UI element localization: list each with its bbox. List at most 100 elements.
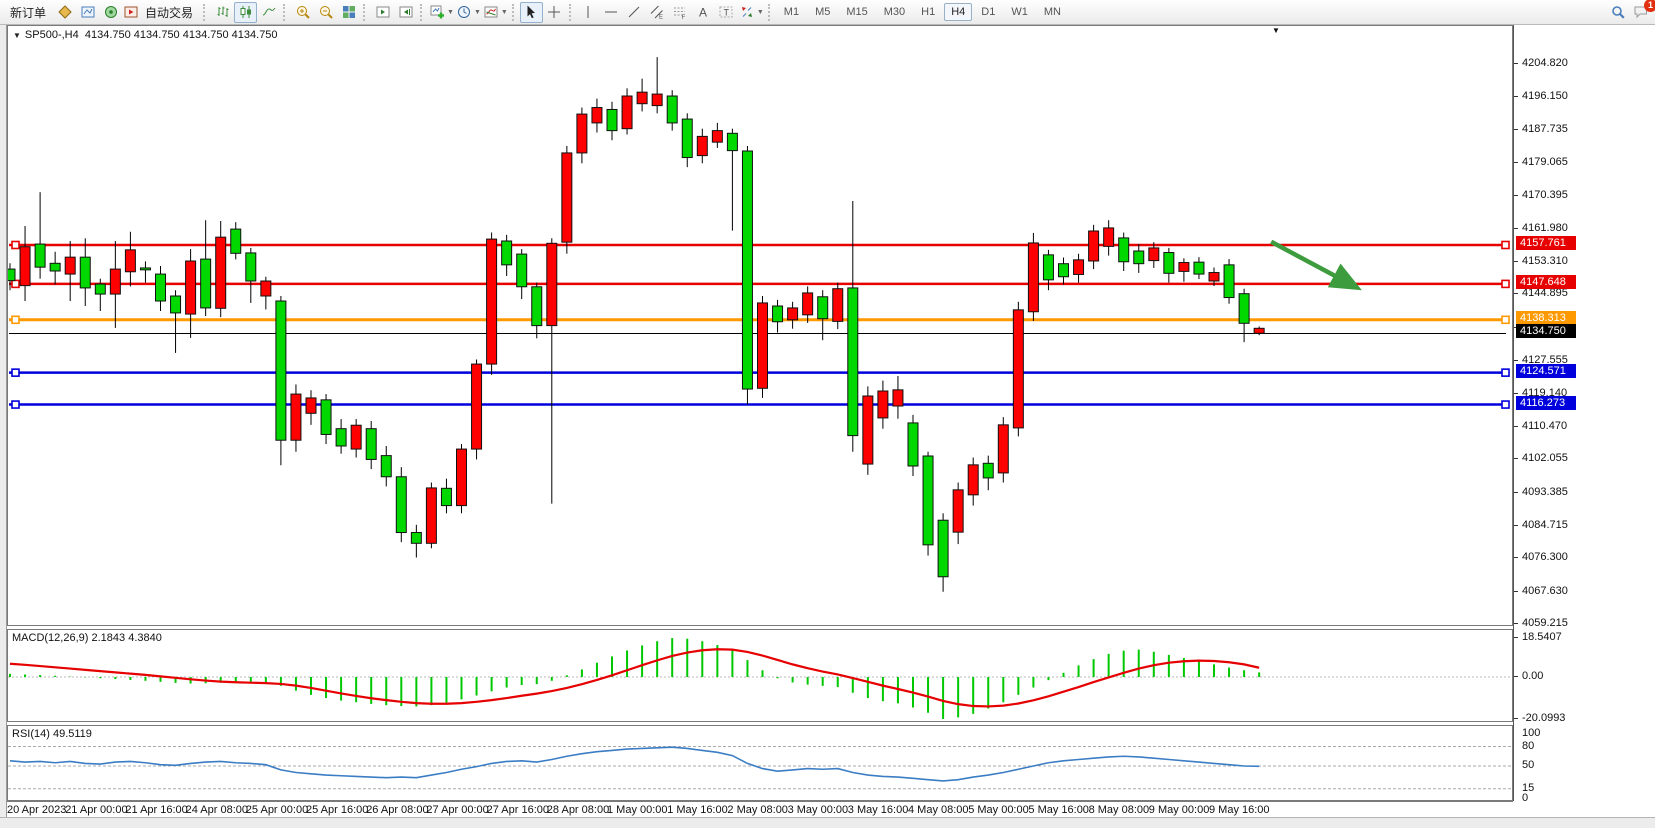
down-trend-arrow[interactable]: [1270, 239, 1362, 291]
timeframe-button-h4[interactable]: H4: [944, 3, 973, 21]
price-tick-mark: [1514, 458, 1518, 460]
timeframe-button-d1[interactable]: D1: [981, 6, 996, 18]
time-tick-label: 25 Apr 16:00: [306, 804, 369, 816]
time-tick-label: 9 May 00:00: [1148, 804, 1210, 816]
vertical-line-icon: [587, 6, 589, 18]
bull-candle: [425, 487, 437, 544]
chart-shift-marker[interactable]: ▼: [1272, 26, 1280, 35]
price-tick-mark: [1514, 128, 1518, 130]
zoom-in-icon[interactable]: [291, 2, 314, 23]
support-line-2-handle[interactable]: [1501, 400, 1510, 409]
price-tick-mark: [1514, 360, 1518, 362]
bear-candle: [937, 519, 949, 578]
timeframe-button-mn[interactable]: MN: [1043, 6, 1061, 18]
time-axis[interactable]: 20 Apr 2023 21 Apr 00:00 21 Apr 16:00 24 Ap…: [7, 801, 1513, 817]
cursor-icon[interactable]: [519, 1, 543, 23]
text-label-icon[interactable]: T: [715, 2, 738, 23]
price-axis[interactable]: 4204.820 4196.150 4187.735 4179.065 4170.395…: [1513, 25, 1655, 804]
data-window-icon[interactable]: [76, 2, 99, 23]
autotrading-button[interactable]: 自动交易: [122, 2, 200, 23]
price-tick-label: 4161.980: [1522, 221, 1568, 234]
dropdown-caret-icon[interactable]: ▼: [500, 8, 508, 16]
bear-candle: [1223, 264, 1235, 299]
equidistant-channel-icon[interactable]: E: [646, 2, 669, 23]
periods-clock-icon: [457, 6, 470, 18]
trendline-icon[interactable]: [623, 2, 646, 23]
toolbar-separator: [511, 3, 516, 21]
crosshair-icon[interactable]: [543, 2, 566, 23]
timeframe-button-w1[interactable]: W1: [1011, 6, 1028, 18]
time-tick-label: 27 Apr 16:00: [486, 804, 549, 816]
bull-candle: [591, 107, 603, 124]
support-line-2-handle[interactable]: [11, 400, 20, 409]
bear-candle: [1193, 261, 1205, 275]
resistance-line-2-handle[interactable]: [11, 279, 20, 289]
autotrading-button-label: 自动交易: [145, 5, 194, 20]
resistance-line-2-handle[interactable]: [1501, 279, 1510, 289]
resistance-line-1-price-badge: 4157.761: [1516, 235, 1576, 250]
dropdown-caret-icon[interactable]: ▼: [473, 8, 481, 16]
bar-chart-icon[interactable]: [211, 2, 234, 23]
time-tick-label: 21 Apr 16:00: [125, 804, 188, 816]
support-line-1-handle[interactable]: [11, 368, 20, 377]
candlestick-chart-icon: [240, 6, 251, 18]
text-icon[interactable]: A: [692, 2, 715, 23]
fibonacci-icon[interactable]: F: [669, 2, 692, 23]
horizontal-line-icon[interactable]: [600, 2, 623, 23]
dropdown-caret-icon[interactable]: ▼: [756, 8, 764, 16]
bull-candle: [967, 464, 979, 496]
bear-candle: [8, 268, 16, 282]
resistance-line-1-handle[interactable]: [11, 240, 20, 250]
bear-candle: [139, 267, 151, 271]
bull-candle: [832, 288, 844, 322]
signals-icon[interactable]: [99, 2, 122, 23]
timeframe-button-h1[interactable]: H1: [921, 6, 936, 18]
bear-candle: [230, 228, 242, 254]
price-tick-label: 4119.140: [1522, 386, 1568, 399]
candlestick-chart-icon[interactable]: [234, 1, 258, 23]
macd-chart: [8, 638, 1512, 719]
macd-label: MACD(12,26,9) 2.1843 4.3840: [12, 632, 162, 644]
bear-candle: [982, 462, 994, 479]
price-tick-mark: [1514, 293, 1518, 295]
new-chart-icon[interactable]: ▼: [428, 2, 455, 23]
auto-scroll-icon[interactable]: [371, 2, 394, 23]
search-icon[interactable]: [1606, 2, 1629, 23]
timeframe-button-m1[interactable]: M1: [783, 6, 800, 18]
vertical-line-icon[interactable]: [577, 2, 600, 23]
bear-candle: [335, 428, 347, 447]
bull-candle: [215, 236, 227, 309]
bull-candle: [802, 292, 814, 316]
support-line-1-handle[interactable]: [1501, 368, 1510, 377]
line-chart-icon[interactable]: [257, 2, 280, 23]
bear-candle: [49, 262, 61, 272]
bear-candle: [516, 253, 528, 288]
notification-badge: 1: [1644, 0, 1655, 12]
market-watch-icon[interactable]: [53, 2, 76, 23]
bull-candle: [64, 256, 76, 275]
chart-collapse-icon[interactable]: ▼: [13, 31, 21, 40]
time-tick-label: 4 May 08:00: [908, 804, 969, 816]
pivot-line-handle[interactable]: [1501, 315, 1510, 325]
arrows-icon[interactable]: ▼: [738, 2, 765, 23]
resistance-line-1-handle[interactable]: [1501, 240, 1510, 250]
indicators-icon[interactable]: ▼: [482, 2, 509, 23]
rsi-axis-label: 80: [1522, 739, 1535, 752]
timeframe-button-m30[interactable]: M30: [883, 6, 906, 18]
zoom-out-icon[interactable]: [314, 2, 337, 23]
tile-windows-icon[interactable]: [337, 2, 360, 23]
chart-shift-icon[interactable]: [394, 2, 417, 23]
bear-candle: [741, 150, 753, 390]
pivot-line-handle[interactable]: [11, 315, 20, 325]
macd-panel: MACD(12,26,9) 2.1843 4.3840: [7, 629, 1513, 722]
bear-candle: [275, 300, 287, 441]
macd-axis-label: -20.0993: [1522, 712, 1566, 724]
timeframe-button-m5[interactable]: M5: [815, 6, 831, 18]
dropdown-caret-icon[interactable]: ▼: [447, 8, 454, 16]
chat-icon[interactable]: 1: [1629, 0, 1655, 23]
new-order-button[interactable]: 新订单: [10, 5, 47, 20]
bull-candle: [877, 390, 889, 419]
timeframe-button-m15[interactable]: M15: [846, 6, 868, 18]
periods-clock-icon[interactable]: ▼: [455, 2, 482, 23]
bull-candle: [711, 130, 723, 143]
